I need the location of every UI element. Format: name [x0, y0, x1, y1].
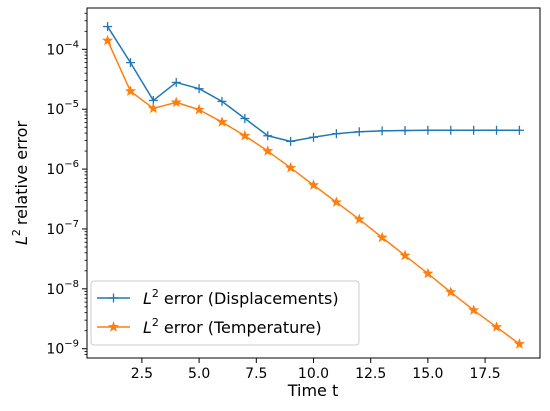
series-2-point	[307, 179, 320, 190]
series-2-point	[468, 304, 480, 315]
series-1-point	[492, 125, 502, 135]
x-tick-label: 10.0	[298, 366, 329, 382]
y-tick-label-exponent: −9	[64, 339, 79, 350]
series-1-point	[103, 22, 113, 32]
series-1-point	[423, 125, 433, 135]
series-1-point	[469, 125, 479, 135]
series-2-point	[193, 103, 205, 115]
series-1-point	[263, 131, 273, 141]
legend-label-superscript: 2	[152, 316, 159, 329]
series-1-point	[377, 126, 387, 136]
legend-label-superscript: 2	[152, 287, 159, 300]
y-tick-label-base: 10	[46, 42, 64, 58]
legend-label: L2 error (Displacements)	[143, 287, 339, 308]
y-tick-label: 10−8	[46, 279, 79, 298]
series-1-point	[194, 84, 204, 94]
y-tick-label: 10−5	[46, 99, 79, 118]
legend-label-symbol: L	[143, 289, 152, 308]
series-1-point	[125, 58, 135, 68]
y-tick-label: 10−7	[46, 219, 79, 238]
x-tick-label: 7.5	[245, 366, 267, 382]
y-axis-ticks: 10−910−810−710−610−510−4	[46, 12, 87, 358]
y-axis-label-superscript: 2	[10, 229, 23, 236]
series-1-point	[240, 113, 250, 123]
y-tick-label: 10−4	[46, 39, 79, 58]
series-1-point	[446, 125, 456, 135]
series-layer	[102, 22, 525, 349]
y-axis-label: L2 relative error	[10, 121, 31, 246]
series-2-point	[513, 338, 525, 349]
series-2-point	[285, 161, 297, 173]
series-1-point	[286, 136, 296, 146]
series-line-1	[106, 26, 520, 143]
series-1-point	[331, 129, 341, 139]
x-tick-label: 12.5	[355, 366, 386, 382]
y-tick-label-exponent: −8	[64, 279, 79, 290]
y-tick-label-base: 10	[46, 102, 64, 118]
series-2-point	[147, 102, 159, 114]
series-2-point	[239, 129, 251, 141]
legend-label: L2 error (Temperature)	[143, 316, 322, 337]
y-tick-label-exponent: −4	[64, 39, 79, 50]
series-2-point	[422, 267, 434, 279]
chart-legend: L2 error (Displacements)L2 error (Temperat…	[90, 280, 360, 346]
legend-entries: L2 error (Displacements)L2 error (Temperat…	[97, 287, 339, 337]
y-tick-label-exponent: −6	[64, 159, 79, 170]
series-1-point	[514, 125, 524, 135]
y-axis-label-group: L2 relative error	[10, 121, 31, 246]
legend-label-symbol: L	[143, 318, 152, 337]
series-1-point	[171, 77, 181, 87]
series-2-point	[102, 34, 114, 46]
legend-label-text: error (Displacements)	[164, 289, 339, 308]
x-axis-ticks: 2.5 5.0 7.5 10.0 12.5 15.0 17.5	[131, 358, 501, 382]
series-2-point	[216, 116, 228, 127]
series-1-point	[217, 96, 227, 106]
series-2-point	[445, 286, 457, 297]
x-tick-label: 2.5	[131, 366, 153, 382]
y-tick-label: 10−6	[46, 159, 79, 178]
legend-label-text: error (Temperature)	[164, 318, 322, 337]
legend-box	[90, 280, 360, 346]
series-1-point	[309, 132, 318, 142]
y-axis-label-symbol: L	[12, 236, 31, 245]
series-2-point	[330, 196, 342, 207]
y-tick-label-base: 10	[46, 222, 64, 238]
y-tick-label: 10−9	[46, 339, 79, 358]
series-2-point	[376, 231, 388, 243]
series-1-point	[400, 126, 410, 136]
y-tick-label-exponent: −5	[64, 99, 79, 110]
y-axis-label-text: relative error	[12, 121, 31, 226]
series-2-point	[170, 96, 182, 108]
y-tick-label-exponent: −7	[64, 219, 79, 230]
series-1-point	[354, 127, 364, 137]
x-tick-label: 5.0	[188, 366, 210, 382]
series-2-point	[399, 249, 411, 261]
series-2-point	[490, 321, 503, 332]
series-2-point	[353, 213, 365, 225]
legend-swatch-marker	[107, 321, 120, 332]
series-2-point	[262, 145, 274, 156]
y-tick-label-base: 10	[46, 342, 64, 358]
legend-swatch-marker	[109, 293, 118, 303]
x-axis-label: Time t	[287, 381, 339, 400]
series-2-point	[124, 85, 137, 96]
x-tick-label: 17.5	[470, 366, 501, 382]
y-tick-label-base: 10	[46, 162, 64, 178]
y-tick-label-base: 10	[46, 282, 64, 298]
x-tick-label: 15.0	[412, 366, 443, 382]
